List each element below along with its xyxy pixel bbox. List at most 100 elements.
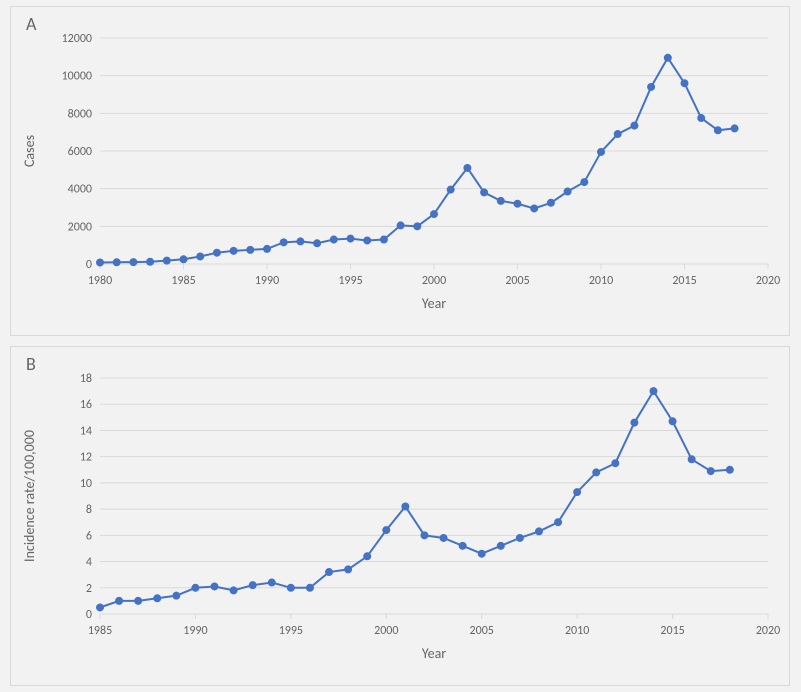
data-marker [497, 542, 504, 549]
data-marker [650, 388, 657, 395]
data-marker [380, 236, 387, 243]
x-axis-title: Year [422, 645, 446, 662]
data-marker [306, 584, 313, 591]
x-tick-label: 2005 [505, 274, 529, 288]
data-marker [648, 83, 655, 90]
data-marker [345, 566, 352, 573]
y-tick-label: 16 [80, 398, 92, 412]
data-marker [154, 595, 161, 602]
chart-panel-b: 0246810121416181985199019952000200520102… [10, 346, 790, 686]
data-marker [97, 259, 104, 266]
data-marker [681, 80, 688, 87]
data-marker [230, 247, 237, 254]
y-tick-label: 10000 [62, 70, 92, 84]
data-marker [192, 584, 199, 591]
data-marker [330, 236, 337, 243]
data-marker [581, 179, 588, 186]
data-marker [249, 582, 256, 589]
data-marker [598, 148, 605, 155]
data-marker [459, 542, 466, 549]
data-marker [314, 240, 321, 247]
data-marker [664, 54, 671, 61]
x-tick-label: 2010 [589, 274, 613, 288]
x-tick-label: 1995 [338, 274, 362, 288]
x-tick-label: 1990 [255, 274, 279, 288]
data-marker [135, 597, 142, 604]
x-tick-label: 1980 [88, 274, 112, 288]
data-marker [383, 527, 390, 534]
y-tick-label: 6000 [68, 145, 92, 159]
x-tick-label: 2000 [422, 274, 446, 288]
y-tick-label: 0 [86, 608, 92, 622]
panel-letter: A [26, 13, 37, 35]
data-marker [130, 259, 137, 266]
data-marker [180, 256, 187, 263]
y-axis-title: Cases [21, 135, 38, 167]
data-marker [402, 503, 409, 510]
data-marker [514, 200, 521, 207]
data-marker [197, 253, 204, 260]
data-marker [173, 592, 180, 599]
data-marker [431, 211, 438, 218]
data-marker [97, 604, 104, 611]
y-tick-label: 8 [86, 503, 92, 517]
x-axis-title: Year [422, 295, 446, 312]
data-marker [688, 456, 695, 463]
y-tick-label: 10 [80, 477, 92, 491]
data-marker [631, 419, 638, 426]
data-marker [268, 579, 275, 586]
data-marker [593, 469, 600, 476]
y-tick-label: 4 [86, 556, 92, 570]
data-marker [264, 245, 271, 252]
data-marker [555, 519, 562, 526]
y-tick-label: 12000 [62, 32, 92, 46]
y-tick-label: 0 [86, 258, 92, 272]
data-marker [364, 237, 371, 244]
data-marker [631, 122, 638, 129]
data-marker [230, 587, 237, 594]
x-tick-label: 1990 [183, 624, 207, 638]
data-marker [516, 534, 523, 541]
data-marker [440, 534, 447, 541]
data-marker [547, 199, 554, 206]
data-marker [698, 115, 705, 122]
data-marker [364, 553, 371, 560]
data-marker [464, 164, 471, 171]
y-axis-title: Incidence rate/100,000 [21, 430, 38, 562]
data-marker [714, 127, 721, 134]
data-marker [669, 418, 676, 425]
chart-a-svg: 0 2000 4000 6000 8000 10000 12000 1980 1985 1990 1… [10, 6, 790, 336]
data-marker [147, 258, 154, 265]
chart-panel-a: 0 2000 4000 6000 8000 10000 12000 1980 1985 1990 1… [10, 6, 790, 336]
x-tick-label: 1985 [171, 274, 195, 288]
data-marker [247, 246, 254, 253]
data-marker [574, 489, 581, 496]
data-marker [397, 222, 404, 229]
data-marker [163, 257, 170, 264]
data-marker [280, 239, 287, 246]
data-marker [211, 583, 218, 590]
y-tick-label: 2000 [68, 220, 92, 234]
data-marker [347, 235, 354, 242]
data-marker [447, 186, 454, 193]
x-tick-label: 2020 [756, 274, 780, 288]
x-tick-label: 2015 [672, 274, 696, 288]
data-marker [113, 259, 120, 266]
y-tick-label: 12 [80, 451, 92, 465]
chart-b-svg: 0246810121416181985199019952000200520102… [10, 346, 790, 686]
data-marker [116, 597, 123, 604]
y-tick-label: 18 [80, 372, 92, 386]
data-marker [287, 584, 294, 591]
data-marker [497, 197, 504, 204]
y-tick-label: 2 [86, 582, 92, 596]
data-marker [481, 189, 488, 196]
x-tick-label: 2020 [756, 624, 780, 638]
data-marker [535, 528, 542, 535]
data-marker [421, 532, 428, 539]
y-tick-label: 4000 [68, 183, 92, 197]
panel-letter: B [26, 353, 36, 375]
x-tick-label: 1995 [279, 624, 303, 638]
y-tick-label: 8000 [68, 107, 92, 121]
x-tick-label: 2015 [660, 624, 684, 638]
data-marker [414, 223, 421, 230]
